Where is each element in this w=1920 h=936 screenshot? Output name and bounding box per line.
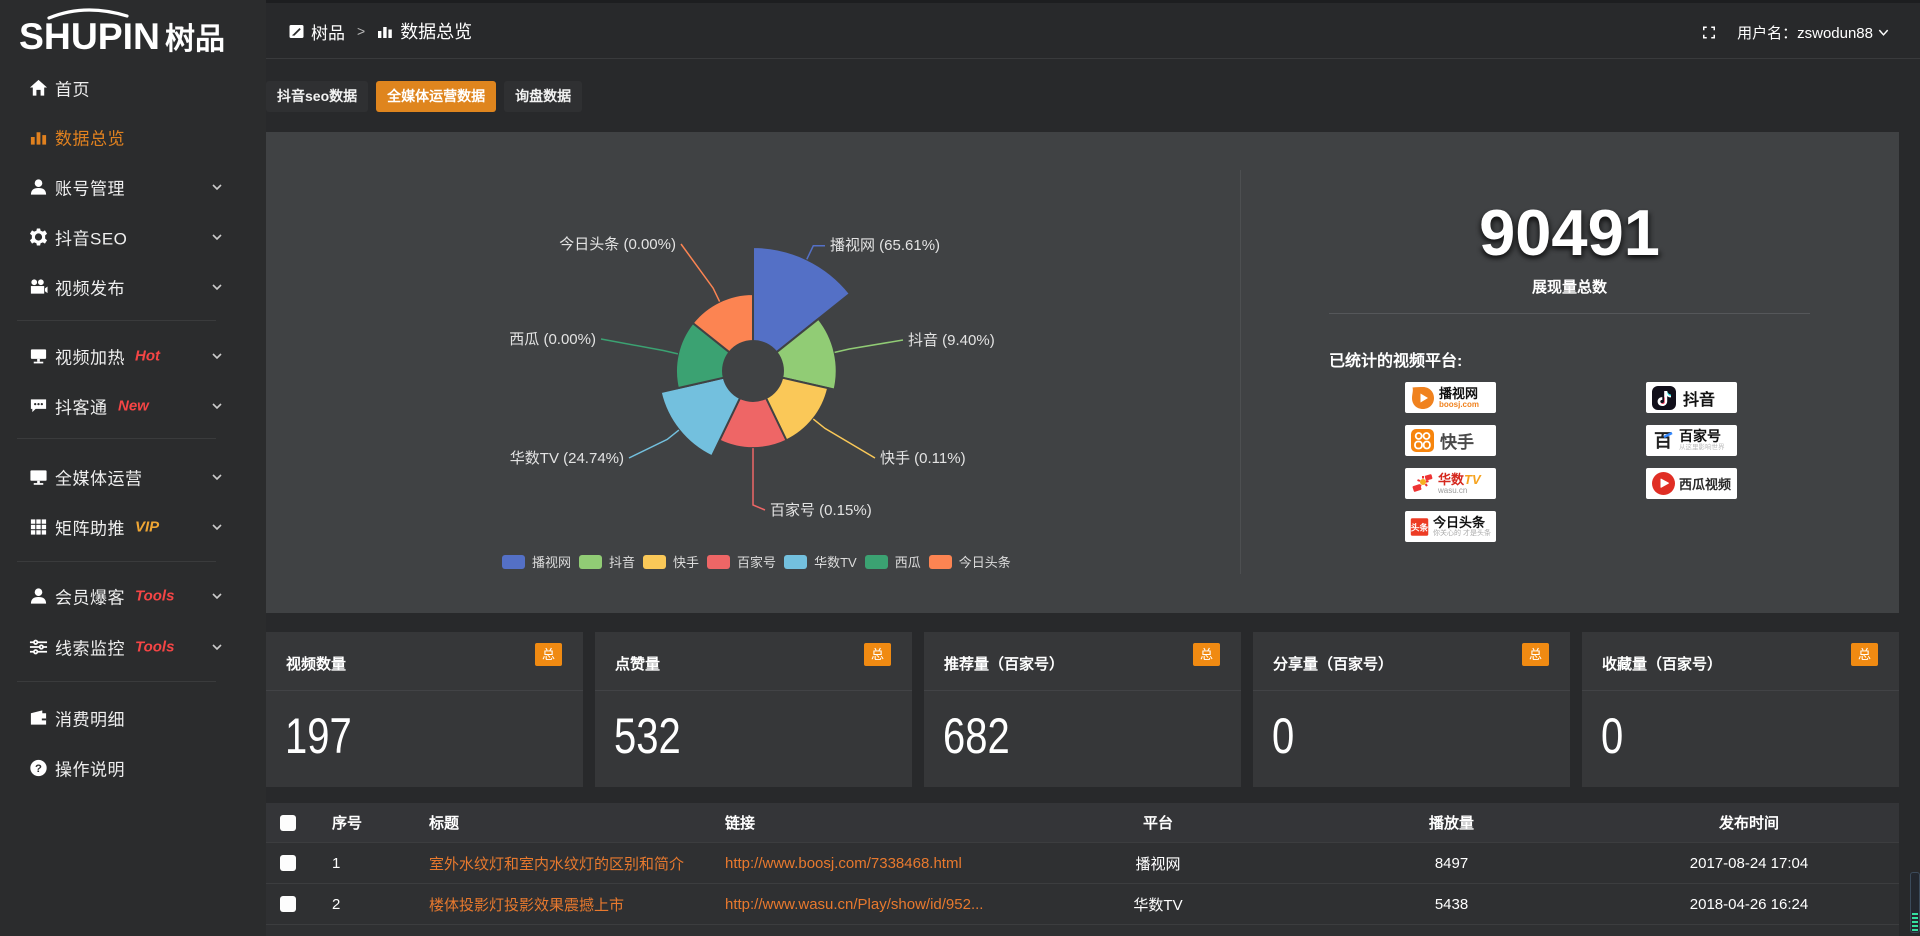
svg-text:树品: 树品	[165, 23, 225, 56]
svg-text:西瓜 (0.00%): 西瓜 (0.00%)	[509, 331, 596, 348]
svg-text:快手 (0.11%): 快手 (0.11%)	[880, 450, 966, 467]
svg-text:华数TV (24.74%): 华数TV (24.74%)	[510, 450, 624, 467]
svg-text:播视网 (65.61%): 播视网 (65.61%)	[830, 237, 940, 254]
svg-text:今日头条 (0.00%): 今日头条 (0.00%)	[559, 236, 676, 253]
svg-text:?: ?	[35, 763, 42, 775]
svg-text:头条: 头条	[1411, 521, 1429, 532]
svg-text:SHUPIN: SHUPIN	[19, 16, 160, 57]
svg-text:百家号 (0.15%): 百家号 (0.15%)	[770, 502, 872, 519]
svg-text:抖音 (9.40%): 抖音 (9.40%)	[908, 332, 995, 349]
